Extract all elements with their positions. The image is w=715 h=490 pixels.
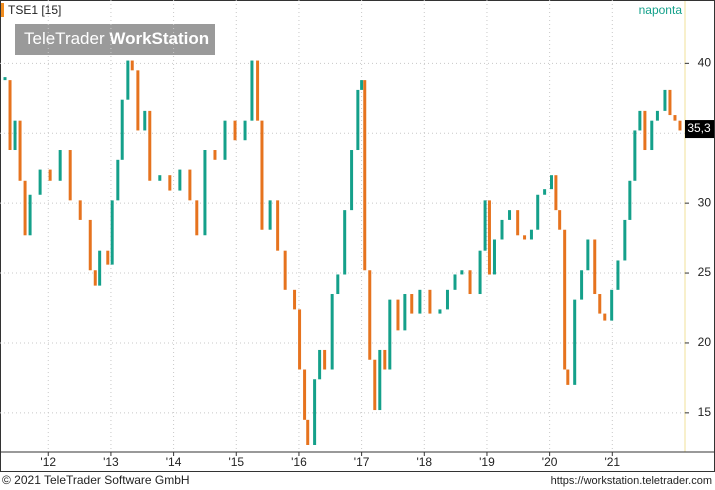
y-tick-label: 40 — [698, 56, 712, 70]
watermark-text: WorkStation — [109, 29, 209, 48]
x-tick-label: '18 — [416, 455, 432, 469]
x-tick-label: '17 — [354, 455, 370, 469]
y-tick-label: 20 — [698, 335, 712, 349]
symbol-marker — [1, 3, 4, 17]
x-tick-label: '20 — [542, 455, 558, 469]
frame — [0, 0, 715, 472]
x-tick-label: '12 — [40, 455, 56, 469]
x-tick-label: '19 — [479, 455, 495, 469]
x-tick-label: '13 — [103, 455, 119, 469]
watermark: TeleTrader WorkStation — [24, 29, 209, 48]
x-tick-label: '14 — [166, 455, 182, 469]
y-tick-label: 15 — [698, 405, 712, 419]
x-tick-label: '21 — [604, 455, 620, 469]
watermark-box — [15, 24, 215, 55]
watermark-text: TeleTrader — [24, 29, 109, 48]
interval-label: naponta — [639, 3, 683, 17]
x-tick-label: '16 — [291, 455, 307, 469]
last-price-box — [685, 120, 714, 139]
y-tick-label: 25 — [698, 265, 712, 279]
last-price-label: 35,3 — [687, 121, 711, 135]
y-tick-label: 30 — [698, 195, 712, 209]
chart-title: TSE1 [15] — [8, 3, 61, 17]
footer-left: © 2021 TeleTrader Software GmbH — [2, 473, 190, 487]
x-tick-label: '15 — [228, 455, 244, 469]
footer-right: https://workstation.teletrader.com — [551, 475, 712, 487]
